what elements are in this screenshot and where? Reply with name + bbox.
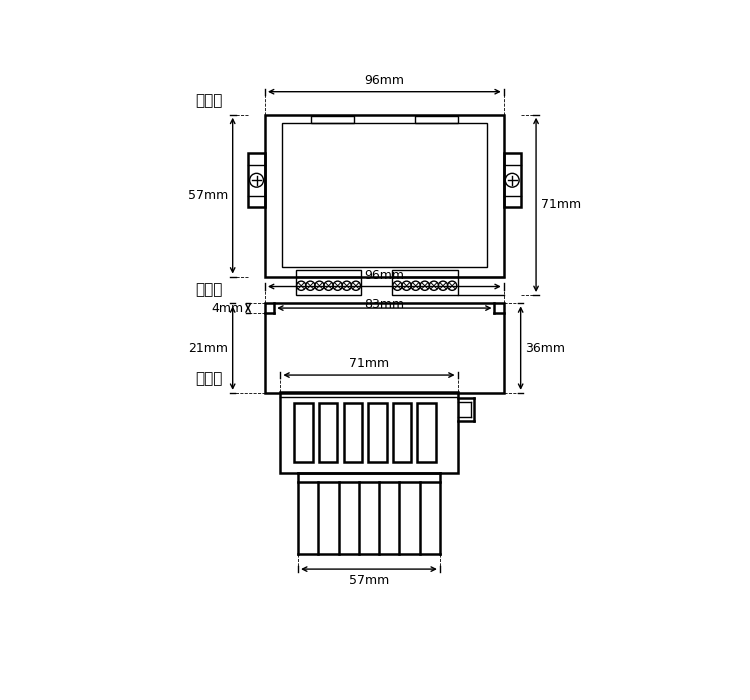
Text: 21mm: 21mm: [188, 342, 228, 355]
Bar: [265, 304, 504, 393]
Bar: [265, 115, 504, 276]
Text: 背视图: 背视图: [196, 282, 223, 298]
Bar: [280, 392, 458, 473]
Bar: [248, 153, 265, 207]
Text: 96mm: 96mm: [364, 74, 404, 87]
Text: 71mm: 71mm: [541, 198, 580, 211]
Bar: [368, 402, 387, 462]
Bar: [418, 402, 436, 462]
Bar: [392, 270, 458, 276]
Bar: [504, 153, 520, 207]
Text: 侧视图: 侧视图: [196, 371, 223, 386]
Text: 57mm: 57mm: [188, 189, 228, 202]
Bar: [296, 276, 362, 295]
Bar: [296, 270, 362, 276]
Text: 71mm: 71mm: [349, 358, 389, 370]
Bar: [282, 122, 487, 267]
Text: 83mm: 83mm: [364, 298, 404, 311]
Bar: [311, 116, 353, 122]
Text: 96mm: 96mm: [364, 269, 404, 282]
Bar: [392, 276, 458, 295]
Bar: [344, 402, 362, 462]
Text: 俦视图: 俦视图: [196, 94, 223, 108]
Bar: [294, 402, 313, 462]
Bar: [416, 116, 458, 122]
Text: 36mm: 36mm: [525, 342, 566, 355]
Text: 4mm: 4mm: [211, 302, 244, 314]
Bar: [319, 402, 338, 462]
Bar: [393, 402, 411, 462]
Text: 57mm: 57mm: [349, 574, 389, 587]
